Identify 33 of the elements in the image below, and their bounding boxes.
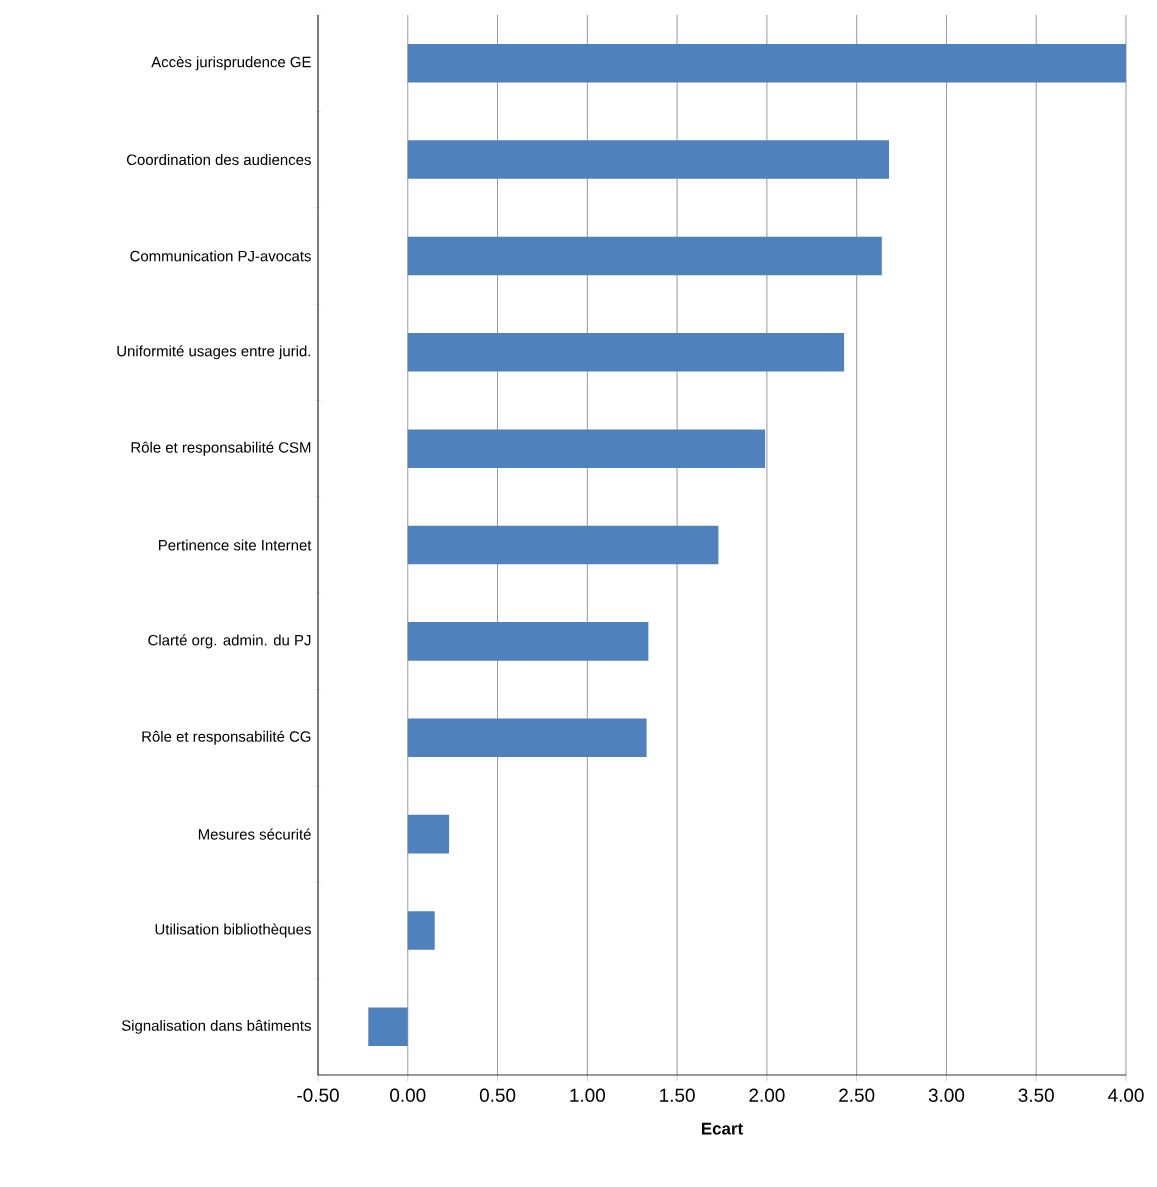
x-tick-label: 0.50 [479,1088,516,1102]
x-tick-label: 4.00 [1108,1088,1144,1102]
y-tick-label: Rôle et responsabilité CSM [131,441,311,456]
y-tick-label: Mesures sécurité [198,828,311,840]
y-tick-label: Communication PJ-avocats [130,250,311,262]
bar [407,525,719,565]
bar [407,333,845,372]
x-tick-label: 1.00 [570,1088,606,1102]
bar [407,236,882,276]
bar [368,1007,408,1047]
x-tick-label: 3.50 [1018,1088,1054,1102]
y-tick-label: Clarté org. admin. du PJ [148,634,311,649]
x-tick-label: 0.00 [390,1088,426,1102]
x-tick-label: 2.00 [749,1088,785,1102]
bar [407,140,889,179]
y-tick-label: Uniformité usages entre jurid. [117,345,311,360]
x-axis-title: Ecart [701,1122,743,1135]
bar [407,429,766,468]
y-tick-label: Coordination des audiences [126,154,311,166]
bar [407,622,649,661]
y-tick-label: Utilisation bibliothèques [155,923,311,938]
x-tick-label: 1.50 [660,1088,695,1102]
bar [407,911,435,950]
y-tick-label: Pertinence site Internet [159,539,312,551]
y-tick-label: Rôle et responsabilité CG [142,730,311,745]
bar [407,43,1127,83]
bar [407,718,647,758]
x-tick-label: 3.00 [928,1088,965,1102]
bar [407,814,450,854]
y-tick-label: Accès jurisprudence GE [151,56,311,71]
x-tick-label: -0.50 [297,1088,339,1102]
y-tick-label: Signalisation dans bâtiments [121,1019,311,1034]
x-tick-label: 2.50 [839,1088,875,1102]
